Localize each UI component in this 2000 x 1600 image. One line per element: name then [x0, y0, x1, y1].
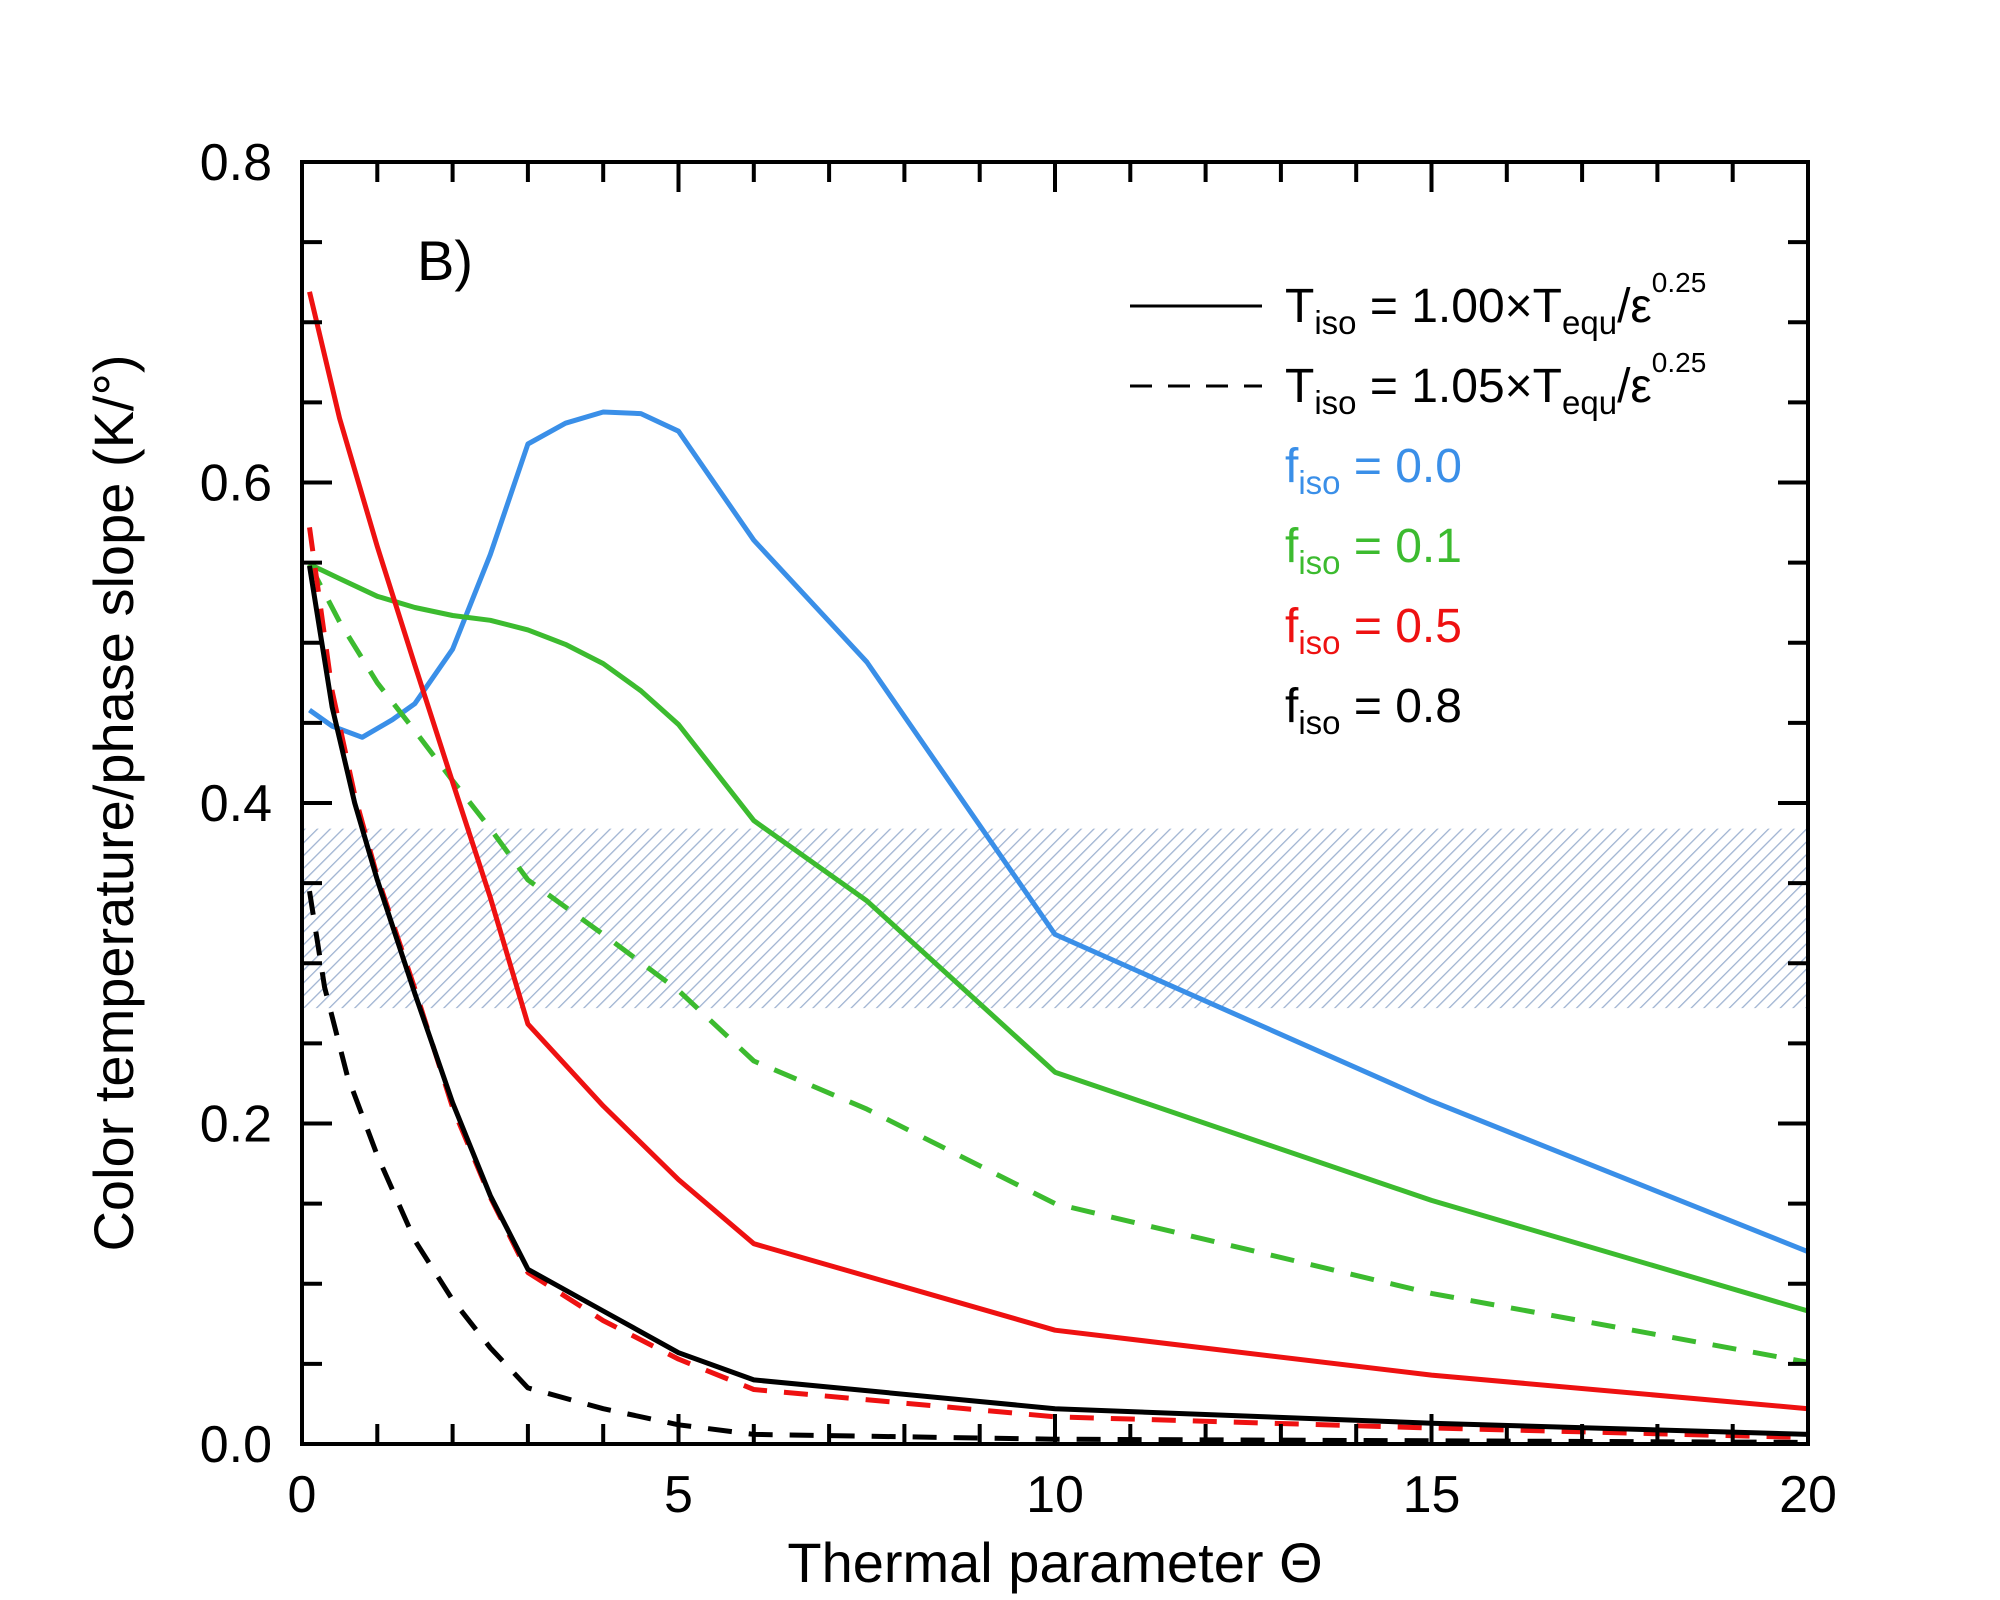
x-axis-label: Thermal parameter Θ: [787, 1531, 1322, 1594]
legend-solid-sub2: equ: [1562, 304, 1617, 341]
legend-dashed-tail: /ε: [1617, 360, 1652, 413]
series-line-6: [307, 890, 1809, 1445]
legend-f-value: = 0.0: [1341, 440, 1462, 493]
legend-f-label: f: [1285, 520, 1299, 573]
tick-labels: 0 5 10 15 20 0.0 0.2 0.4 0.6 0.8: [200, 134, 1837, 1524]
x-tick-label: 20: [1779, 1466, 1837, 1524]
legend-solid-text: Tiso = 1.00×Tequ/ε0.25: [1285, 267, 1706, 341]
y-tick-label: 0.8: [200, 134, 272, 192]
x-tick-label: 10: [1026, 1466, 1084, 1524]
x-tick-label: 15: [1403, 1466, 1461, 1524]
series-line-0: [308, 409, 1809, 1255]
y-tick-label: 0.4: [200, 775, 272, 833]
y-tick-label: 0.2: [200, 1096, 272, 1154]
legend-solid-sub1: iso: [1314, 304, 1356, 341]
tick-marks: [300, 160, 1810, 1446]
plot-frame: [300, 160, 1810, 1446]
legend-f-sub: iso: [1298, 704, 1340, 741]
legend-dashed-eq: = 1.05×T: [1357, 360, 1562, 413]
legend-f-value: = 0.8: [1341, 680, 1462, 733]
legend-f-label: f: [1285, 680, 1299, 733]
shaded-band: [302, 828, 1808, 1009]
y-tick-label: 0.0: [200, 1416, 272, 1474]
legend-f-entry-0: fiso = 0.0: [1285, 440, 1462, 501]
legend-solid-eq: = 1.00×T: [1357, 280, 1562, 333]
x-tick-label: 0: [288, 1466, 317, 1524]
series-line-2: [307, 563, 1809, 1365]
y-axis-label: Color temperature/phase slope (K/°): [82, 354, 145, 1251]
legend-dashed-sup: 0.25: [1652, 347, 1707, 378]
legend-solid-sup: 0.25: [1652, 267, 1707, 298]
legend-f-entry-3: fiso = 0.8: [1285, 680, 1462, 741]
legend-f-value: = 0.5: [1341, 600, 1462, 653]
legend-f-entry-2: fiso = 0.5: [1285, 600, 1462, 661]
legend-dashed-sub1: iso: [1314, 384, 1356, 421]
legend-f-label: f: [1285, 440, 1299, 493]
x-tick-label: 5: [664, 1466, 693, 1524]
legend-f-sub: iso: [1298, 544, 1340, 581]
series-layer: [307, 291, 1809, 1445]
legend-dashed-text: Tiso = 1.05×Tequ/ε0.25: [1285, 347, 1706, 421]
legend-solid-tail: /ε: [1617, 280, 1652, 333]
y-tick-label: 0.6: [200, 455, 272, 513]
legend-solid-T: T: [1285, 280, 1314, 333]
legend-f-sub: iso: [1298, 464, 1340, 501]
legend: Tiso = 1.00×Tequ/ε0.25 Tiso = 1.05×Tequ/…: [1130, 267, 1706, 741]
legend-f-sub: iso: [1298, 624, 1340, 661]
panel-label: B): [417, 229, 473, 292]
legend-f-entry-1: fiso = 0.1: [1285, 520, 1462, 581]
legend-dashed-sub2: equ: [1562, 384, 1617, 421]
series-line-3: [307, 291, 1809, 1412]
series-line-5: [307, 565, 1809, 1437]
legend-f-value: = 0.1: [1341, 520, 1462, 573]
legend-f-label: f: [1285, 600, 1299, 653]
legend-dashed-T: T: [1285, 360, 1314, 413]
